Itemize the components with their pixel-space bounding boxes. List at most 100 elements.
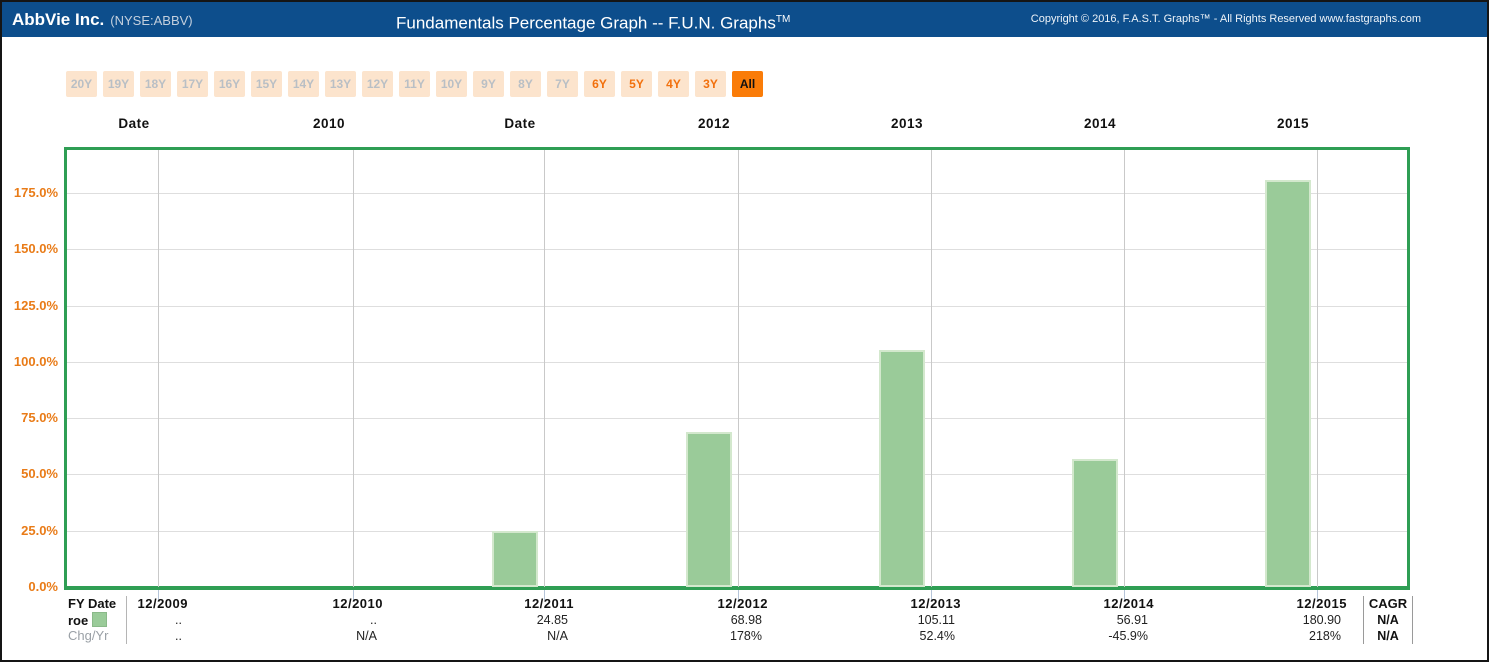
y-axis-tick-label: 150.0% xyxy=(13,241,58,257)
period-button-7y[interactable]: 7Y xyxy=(547,71,578,97)
period-button-4y[interactable]: 4Y xyxy=(658,71,689,97)
chg-value: N/A xyxy=(356,629,377,643)
copyright-notice: Copyright © 2016, F.A.S.T. Graphs™ - All… xyxy=(1030,13,1421,25)
table-column-header: 12/2012 xyxy=(717,596,768,611)
page-title: Fundamentals Percentage Graph -- F.U.N. … xyxy=(396,13,791,33)
chg-value: N/A xyxy=(547,629,568,643)
x-axis-top-label: 2014 xyxy=(1083,116,1117,131)
x-axis-tick xyxy=(931,590,932,600)
x-gridline-12-2012 xyxy=(738,150,739,587)
chg-yr-row-label: Chg/Yr xyxy=(68,628,109,643)
roe-row-label: roe xyxy=(68,612,124,628)
x-axis-top-label: Date xyxy=(504,116,536,131)
x-axis-tick xyxy=(158,590,159,600)
period-button-5y[interactable]: 5Y xyxy=(621,71,652,97)
bar-roe-12-2011 xyxy=(492,531,538,587)
roe-legend-swatch xyxy=(92,612,108,627)
x-gridline-12-2015 xyxy=(1317,150,1318,587)
period-button-10y[interactable]: 10Y xyxy=(436,71,467,97)
bar-roe-12-2015 xyxy=(1265,180,1311,587)
chg-value: 218% xyxy=(1309,629,1341,643)
chg-value: -45.9% xyxy=(1108,629,1148,643)
cagr-chg-value: N/A xyxy=(1377,629,1399,643)
table-column-header: 12/2014 xyxy=(1103,596,1154,611)
company-name-text: AbbVie Inc. xyxy=(12,10,105,29)
roe-value: 105.11 xyxy=(917,613,955,627)
ticker-symbol: (NYSE:ABBV) xyxy=(110,13,193,28)
x-axis-tick xyxy=(1317,590,1318,600)
x-axis-tick xyxy=(353,590,354,600)
x-gridline-12-2010 xyxy=(353,150,354,587)
cagr-right-separator xyxy=(1412,596,1413,644)
y-gridline-100 xyxy=(67,361,1407,363)
bar-roe-12-2012 xyxy=(686,432,732,587)
x-gridline-12-2011 xyxy=(544,150,545,587)
y-gridline-25 xyxy=(67,530,1407,532)
x-axis-top-label: 2015 xyxy=(1276,116,1310,131)
y-gridline-50 xyxy=(67,474,1407,476)
chg-value: 178% xyxy=(730,629,762,643)
y-gridline-150 xyxy=(67,249,1407,251)
period-button-19y[interactable]: 19Y xyxy=(103,71,134,97)
roe-value: 180.90 xyxy=(1302,613,1341,627)
roe-value: 68.98 xyxy=(730,613,762,627)
period-button-17y[interactable]: 17Y xyxy=(177,71,208,97)
y-axis-tick-label: 125.0% xyxy=(13,297,58,313)
period-button-12y[interactable]: 12Y xyxy=(362,71,393,97)
company-name: AbbVie Inc. (NYSE:ABBV) xyxy=(12,2,193,37)
period-button-18y[interactable]: 18Y xyxy=(140,71,171,97)
x-gridline-12-2009 xyxy=(158,150,159,587)
x-gridline-12-2014 xyxy=(1124,150,1125,587)
x-axis-tick xyxy=(738,590,739,600)
period-button-16y[interactable]: 16Y xyxy=(214,71,245,97)
x-axis-top-label: Date xyxy=(118,116,150,131)
table-column-header: 12/2010 xyxy=(332,596,383,611)
table-column-header: 12/2011 xyxy=(524,596,574,611)
y-axis-tick-label: 0.0% xyxy=(28,579,58,594)
y-gridline-75 xyxy=(67,418,1407,420)
period-button-20y[interactable]: 20Y xyxy=(66,71,97,97)
table-separator xyxy=(126,596,127,644)
x-axis-top-label: 2010 xyxy=(312,116,346,131)
y-axis-tick-label: 50.0% xyxy=(21,466,58,482)
period-button-15y[interactable]: 15Y xyxy=(251,71,282,97)
period-button-all[interactable]: All xyxy=(732,71,763,97)
plot-area xyxy=(64,147,1410,590)
table-column-header: 12/2013 xyxy=(910,596,961,611)
period-selector: 20Y 19Y 18Y 17Y 16Y 15Y 14Y 13Y 12Y 11Y 10Y 9Y 8Y 7Y 6… xyxy=(66,71,763,97)
x-axis-tick xyxy=(1124,590,1125,600)
cagr-left-separator xyxy=(1363,596,1364,644)
roe-value: 56.91 xyxy=(1116,613,1148,627)
x-gridline-12-2013 xyxy=(931,150,932,587)
table-column-header: 12/2015 xyxy=(1296,596,1347,611)
period-button-6y[interactable]: 6Y xyxy=(584,71,615,97)
roe-value: .. xyxy=(370,613,377,627)
period-button-9y[interactable]: 9Y xyxy=(473,71,504,97)
period-button-8y[interactable]: 8Y xyxy=(510,71,541,97)
title-bar: AbbVie Inc. (NYSE:ABBV) Fundamentals Perc… xyxy=(2,2,1487,37)
bar-roe-12-2013 xyxy=(879,350,925,587)
cagr-roe-value: N/A xyxy=(1377,613,1399,627)
x-axis-top-label: 2013 xyxy=(890,116,924,131)
roe-value: 24.85 xyxy=(536,613,568,627)
x-axis-tick xyxy=(544,590,545,600)
trademark-mark: TM xyxy=(775,14,791,25)
y-gridline-125 xyxy=(67,305,1407,307)
period-button-3y[interactable]: 3Y xyxy=(695,71,726,97)
y-axis-tick-label: 25.0% xyxy=(21,522,58,538)
y-gridline-175 xyxy=(67,193,1407,194)
period-button-14y[interactable]: 14Y xyxy=(288,71,319,97)
roe-value: .. xyxy=(175,613,182,627)
x-axis-top-label: 2012 xyxy=(697,116,731,131)
y-axis-tick-label: 100.0% xyxy=(13,353,58,369)
bar-roe-12-2014 xyxy=(1072,459,1118,587)
period-button-13y[interactable]: 13Y xyxy=(325,71,356,97)
chg-value: 52.4% xyxy=(919,629,955,643)
fy-date-row-label: FY Date xyxy=(68,596,117,611)
y-axis-tick-label: 75.0% xyxy=(21,410,58,426)
table-column-header: 12/2009 xyxy=(137,596,188,611)
y-axis-tick-label: 175.0% xyxy=(13,185,58,200)
cagr-column-header: CAGR xyxy=(1368,596,1408,611)
period-button-11y[interactable]: 11Y xyxy=(399,71,430,97)
